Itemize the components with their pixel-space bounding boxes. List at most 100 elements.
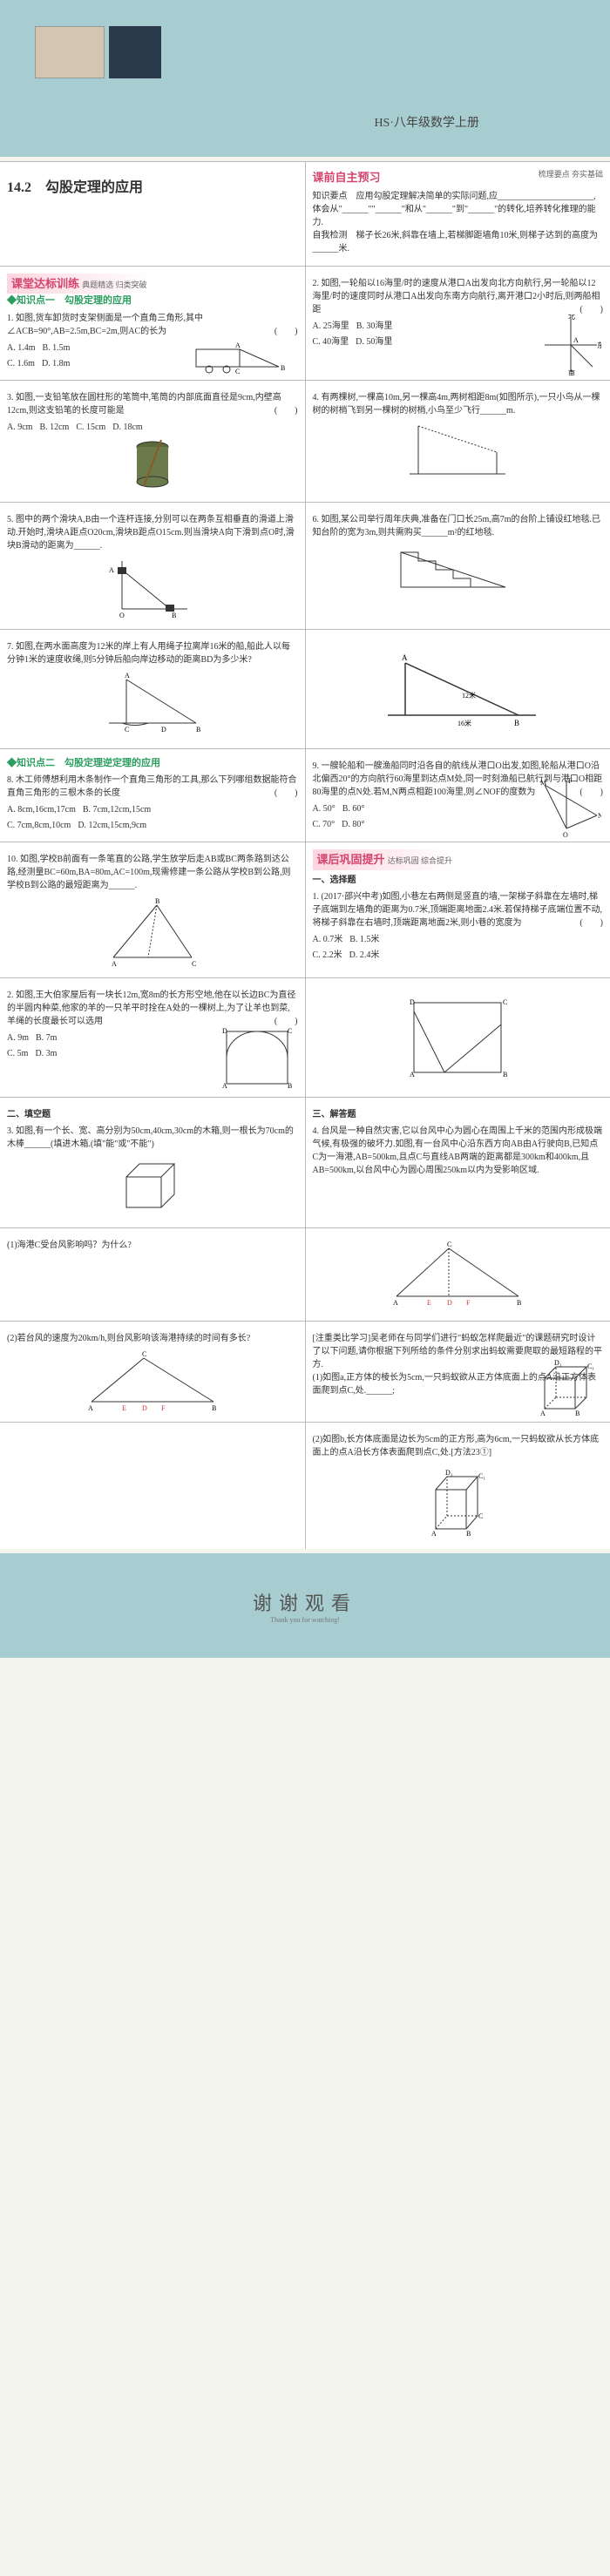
box-diagram	[113, 1155, 192, 1216]
svg-text:B: B	[503, 1071, 507, 1078]
svg-text:B: B	[196, 726, 200, 732]
svg-text:北: 北	[568, 314, 575, 321]
c3-cell: 二、填空题 3. 如图,有一个长、宽、高分别为50cm,40cm,30cm的木箱…	[0, 1098, 306, 1227]
typhoon-diagram: C A B E D F	[379, 1240, 536, 1309]
svg-text:M: M	[540, 779, 546, 787]
semicircle-diagram: D C A B	[218, 1023, 296, 1092]
svg-text:C: C	[192, 960, 196, 966]
truck-diagram: A C B	[192, 341, 296, 375]
svg-text:B: B	[212, 1404, 216, 1410]
q1-cell: 课堂达标训练 典题精选 归类突破 ◆知识点一 勾股定理的应用 1. 如图,货车卸…	[0, 267, 306, 380]
preview-label: 课前自主预习	[313, 169, 381, 186]
q7-diagram-cell: A B 12米 16米	[306, 630, 610, 748]
q10-cell: 10. 如图,学校B前面有一条笔直的公路,学生放学后走AB或BC两条路到达公路,…	[0, 842, 306, 977]
svg-text:F: F	[466, 1299, 471, 1307]
svg-text:A: A	[88, 1404, 93, 1410]
svg-text:C: C	[478, 1512, 483, 1520]
empty-cell	[0, 1423, 306, 1549]
preview-cell: 课前自主预习 梳理要点 夯实基础 知识要点 应用勾股定理解决简单的实际问题,应_…	[306, 162, 610, 266]
c4-1-cell: (1)海港C受台风影响吗？为什么?	[0, 1228, 306, 1321]
typhoon-diagram-2: C A B E D F	[74, 1349, 231, 1410]
svg-text:C₁: C₁	[587, 1362, 594, 1370]
svg-text:C: C	[447, 1241, 451, 1248]
c4-2-cell: (2)若台风的速度为20km/h,则台风影响该海港持续的时间有多长? CAB E…	[0, 1322, 306, 1422]
header-photo-1	[35, 26, 105, 78]
svg-text:B: B	[172, 612, 176, 618]
svg-text:C: C	[288, 1027, 292, 1035]
c1-cell: 课后巩固提升 达标巩固 综合提升 一、选择题 1. (2017·邵兴中考)如图,…	[306, 842, 610, 977]
svg-text:D: D	[447, 1299, 452, 1307]
svg-text:B: B	[517, 1299, 521, 1307]
svg-text:D: D	[222, 1027, 227, 1035]
svg-text:O: O	[563, 831, 568, 837]
svg-text:A: A	[431, 1530, 437, 1538]
cube-diagram-a: AB C₁D₁ 图a	[532, 1356, 601, 1417]
chapter-title: 14.2 勾股定理的应用	[7, 178, 298, 199]
svg-text:A: A	[235, 341, 241, 349]
svg-text:12米: 12米	[462, 691, 476, 700]
svg-text:B: B	[514, 719, 519, 727]
chapter-cell: 14.2 勾股定理的应用	[0, 162, 306, 266]
svg-text:16米: 16米	[458, 719, 471, 727]
svg-text:E: E	[122, 1404, 126, 1410]
svg-text:A: A	[393, 1299, 398, 1307]
kp1-label: ◆知识点一 勾股定理的应用	[7, 294, 298, 308]
footer-sub: Thank you for watching!	[270, 1616, 340, 1624]
q9-cell: 9. 一艘轮船和一艘渔船同时沿各自的航线从港口O出发,如图,轮船从港口O沿北偏西…	[306, 749, 610, 842]
svg-text:A: A	[573, 336, 579, 344]
svg-text:C: C	[235, 368, 240, 375]
svg-text:B: B	[466, 1530, 471, 1538]
cuboid-diagram-b: AB C₁D₁ C 图b	[423, 1464, 492, 1538]
compass-diagram: 北东 南 A	[540, 314, 601, 375]
boat-diagram-large: A B 12米 16米	[370, 650, 545, 728]
c4-1-diagram-cell: C A B E D F	[306, 1228, 610, 1321]
svg-text:C₁: C₁	[478, 1472, 485, 1480]
svg-text:D₁: D₁	[445, 1469, 453, 1477]
svg-text:E: E	[427, 1299, 431, 1307]
preview-sub: 梳理要点 夯实基础	[539, 169, 603, 186]
q6-cell: 6. 如图,某公司举行周年庆典,准备在门口长25m,高7m的台阶上铺设红地毯.已…	[306, 503, 610, 629]
svg-text:A: A	[540, 1410, 546, 1417]
header-photo-2	[109, 26, 161, 78]
svg-text:O: O	[119, 612, 125, 618]
footer-title: 谢谢观看	[253, 1588, 357, 1616]
header-banner: HS·八年级数学上册	[0, 0, 610, 157]
svg-text:N: N	[598, 812, 601, 820]
stairs-diagram	[392, 544, 523, 596]
q3-cell: 3. 如图,一支铅笔放在圆柱形的笔筒中,笔筒的内部底面直径是9cm,内壁高12c…	[0, 381, 306, 502]
svg-text:南: 南	[568, 368, 575, 375]
c4-cell: 三、解答题 4. 台风是一种自然灾害,它以台风中心为圆心在周围上千米的范围内形成…	[306, 1098, 610, 1227]
c5-cell: [注重类比学习]吴老师在与同学们进行"蚂蚁怎样爬最近"的课题研究时设计了以下问题…	[306, 1322, 610, 1422]
svg-text:D: D	[161, 726, 166, 732]
svg-text:D₁: D₁	[554, 1359, 562, 1367]
footer-banner: 谢谢观看 Thank you for watching!	[0, 1553, 610, 1658]
ladder-diagram: DC AB	[405, 994, 510, 1081]
trees-diagram	[392, 422, 523, 483]
cylinder-diagram	[131, 438, 174, 490]
slider-diagram: O A B	[109, 557, 196, 618]
svg-text:B: B	[575, 1410, 580, 1417]
q2-text: 2. 如图,一轮船以16海里/时的速度从港口A出发向北方向航行,另一轮船以12海…	[313, 277, 604, 316]
svg-text:A: A	[125, 672, 130, 679]
svg-text:B: B	[281, 364, 285, 372]
preview-content: 知识要点 应用勾股定理解决简单的实际问题,应__________________…	[313, 190, 604, 255]
c2-cell: 2. 如图,王大伯家屋后有一块长12m,宽8m的长方形空地,他在以长边BC为直径…	[0, 978, 306, 1097]
svg-text:D: D	[142, 1404, 147, 1410]
header-title: HS·八年级数学上册	[374, 113, 479, 131]
svg-text:B: B	[155, 897, 159, 905]
ship-angle-diagram: O M N F	[532, 776, 601, 837]
c5-2-cell: (2)如图b,长方体底面是边长为5cm的正方形,高为6cm,一只蚂蚁欲从长方体底…	[306, 1423, 610, 1549]
q5-cell: 5. 图中的两个滑块A,B由一个连杆连接,分别可以在两条互相垂直的滑道上滑动.开…	[0, 503, 306, 629]
svg-text:F: F	[161, 1404, 166, 1410]
svg-text:B: B	[288, 1082, 292, 1090]
svg-text:F: F	[568, 777, 573, 785]
svg-text:A: A	[109, 566, 114, 574]
q8-cell: ◆知识点二 勾股定理逆定理的应用 8. 木工师傅想利用木条制作一个直角三角形的工…	[0, 749, 306, 842]
svg-text:C: C	[125, 726, 129, 732]
svg-text:A: A	[222, 1082, 227, 1090]
svg-text:东: 东	[597, 341, 601, 349]
school-road-diagram: A C B	[105, 896, 200, 966]
svg-text:D: D	[410, 998, 415, 1006]
svg-text:A: A	[112, 960, 117, 966]
svg-text:C: C	[142, 1350, 146, 1358]
